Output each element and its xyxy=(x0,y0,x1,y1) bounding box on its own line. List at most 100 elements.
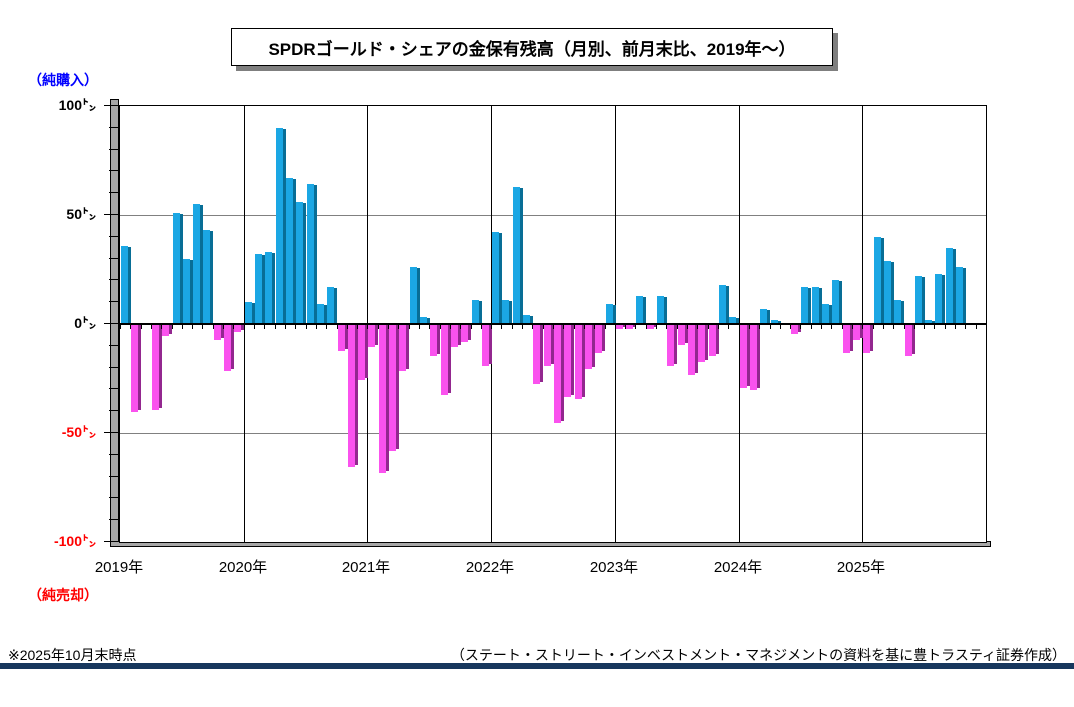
bar-2022-10 xyxy=(585,325,595,369)
bar-side-face xyxy=(231,325,234,369)
bar-face xyxy=(162,325,169,336)
bar-side-face xyxy=(345,325,348,349)
bar-2019-2 xyxy=(131,325,141,412)
bar-face xyxy=(152,325,159,410)
bar-2020-1 xyxy=(245,302,255,324)
bar-face xyxy=(389,325,396,451)
y-axis-tick xyxy=(109,454,119,455)
bar-side-face xyxy=(200,205,203,323)
month-tick xyxy=(223,325,224,329)
bar-2023-9 xyxy=(698,325,708,362)
bar-2019-9 xyxy=(203,230,213,324)
month-tick xyxy=(440,325,441,329)
gridline-50 xyxy=(120,215,986,216)
bar-side-face xyxy=(664,297,667,323)
bar-face xyxy=(420,317,427,324)
bar-side-face xyxy=(499,233,502,323)
bar-side-face xyxy=(767,310,770,323)
bar-2023-6 xyxy=(667,325,677,366)
bar-2021-8 xyxy=(441,325,451,395)
bar-side-face xyxy=(241,325,244,330)
month-tick xyxy=(873,325,874,329)
bar-side-face xyxy=(355,325,358,465)
bar-2024-8 xyxy=(812,287,822,324)
y-axis-label: 50㌧ xyxy=(66,206,96,222)
month-tick xyxy=(512,325,513,329)
bar-side-face xyxy=(468,325,471,340)
bar-2024-7 xyxy=(801,287,811,324)
y-axis-tick xyxy=(109,192,119,193)
bar-2025-3 xyxy=(884,261,894,324)
bar-side-face xyxy=(623,325,626,327)
bar-2025-6 xyxy=(915,276,925,324)
bar-face xyxy=(533,325,540,384)
bar-side-face xyxy=(540,325,543,382)
bar-2024-9 xyxy=(822,304,832,324)
month-tick xyxy=(893,325,894,329)
bar-side-face xyxy=(272,253,275,323)
bar-face xyxy=(183,259,190,324)
y-axis-tick xyxy=(104,105,119,106)
month-tick xyxy=(316,325,317,329)
bar-face xyxy=(935,274,942,324)
bar-2023-1 xyxy=(616,325,626,329)
bar-face xyxy=(348,325,355,467)
bar-face xyxy=(131,325,138,412)
bar-side-face xyxy=(602,325,605,351)
bar-face xyxy=(709,325,716,356)
bar-2020-5 xyxy=(286,178,296,324)
month-tick xyxy=(831,325,832,329)
bar-face xyxy=(410,267,417,324)
bar-face xyxy=(894,300,901,324)
month-tick xyxy=(646,325,647,329)
bar-side-face xyxy=(479,301,482,323)
month-tick xyxy=(976,325,977,329)
bar-face xyxy=(265,252,272,324)
month-tick xyxy=(429,325,430,329)
month-tick xyxy=(790,325,791,329)
bar-side-face xyxy=(922,277,925,323)
gridline--50 xyxy=(120,433,986,434)
bar-face xyxy=(121,246,128,324)
bar-face xyxy=(502,300,509,324)
bar-2023-2 xyxy=(626,325,636,329)
bar-2023-10 xyxy=(709,325,719,356)
month-tick xyxy=(491,325,492,329)
bar-2023-8 xyxy=(688,325,698,375)
month-tick xyxy=(904,325,905,329)
bar-side-face xyxy=(458,325,461,345)
bar-side-face xyxy=(891,262,894,323)
footnote-source: （ステート・ストリート・インベストメント・マネジメントの資料を基に豊トラスティ証… xyxy=(450,647,1066,663)
month-tick xyxy=(574,325,575,329)
bar-2022-11 xyxy=(595,325,605,353)
month-tick xyxy=(862,325,863,329)
month-tick xyxy=(718,325,719,329)
bar-face xyxy=(678,325,685,345)
month-tick xyxy=(800,325,801,329)
bar-face xyxy=(564,325,571,397)
bar-face xyxy=(822,304,829,324)
bar-side-face xyxy=(417,268,420,323)
month-tick xyxy=(615,325,616,329)
x-axis-year-label: 2024年 xyxy=(713,559,763,576)
bar-2020-3 xyxy=(265,252,275,324)
x-axis-year-label: 2021年 xyxy=(341,559,391,576)
bar-2020-2 xyxy=(255,254,265,324)
bar-2021-12 xyxy=(482,325,492,366)
bar-2022-1 xyxy=(492,232,502,324)
month-tick xyxy=(594,325,595,329)
bar-side-face xyxy=(365,325,368,378)
bar-face xyxy=(636,296,643,324)
month-tick xyxy=(666,325,667,329)
bar-face xyxy=(740,325,747,388)
bar-face xyxy=(245,302,252,324)
bar-face xyxy=(523,315,530,324)
bar-2025-7 xyxy=(925,320,935,324)
month-tick xyxy=(955,325,956,329)
bar-2019-11 xyxy=(224,325,234,371)
month-tick xyxy=(635,325,636,329)
bar-face xyxy=(647,325,654,329)
bar-side-face xyxy=(180,214,183,323)
bar-2023-4 xyxy=(647,325,657,329)
bar-2021-10 xyxy=(461,325,471,342)
